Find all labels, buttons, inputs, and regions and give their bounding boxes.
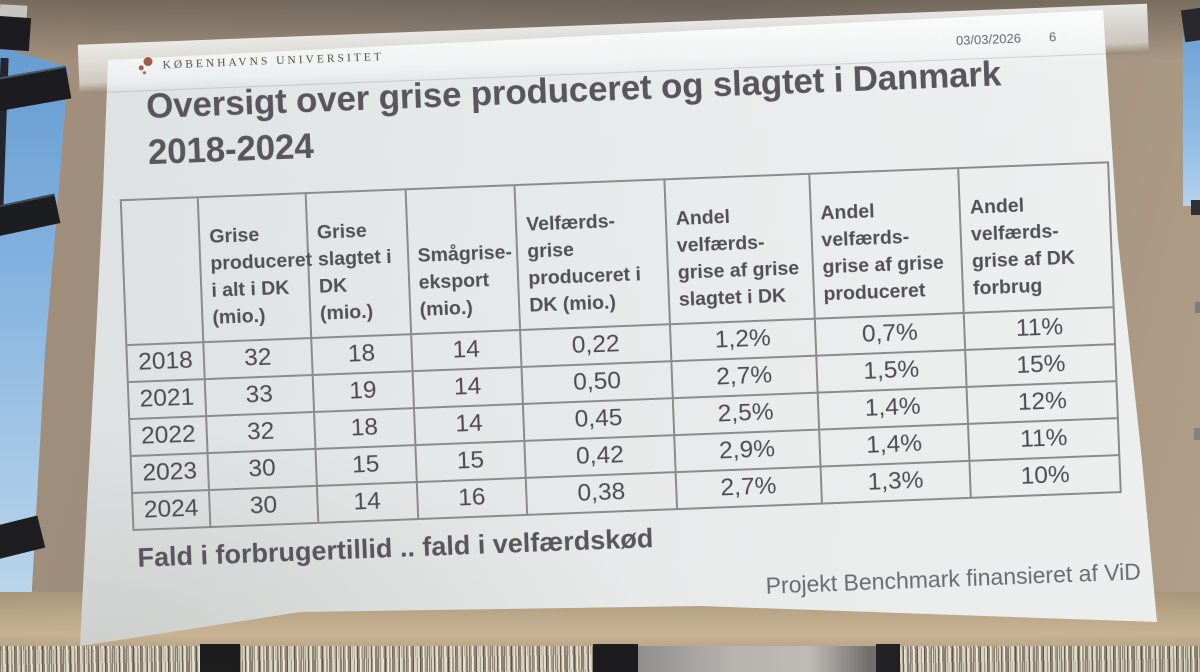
table-cell: 0,50 — [521, 361, 673, 404]
dark-post — [200, 644, 240, 672]
table-cell: 16 — [416, 477, 528, 520]
table-cell-year: 2024 — [132, 490, 211, 530]
table-cell: 2,5% — [672, 392, 819, 436]
table-cell: 19 — [312, 371, 414, 412]
table-cell-year: 2021 — [127, 379, 207, 420]
table-cell-year: 2018 — [126, 342, 205, 383]
table-cell: 32 — [203, 338, 313, 380]
window-mullion-lower — [0, 515, 46, 560]
table-cell: 33 — [204, 375, 314, 417]
table-header-cell: Velfærds- grise produceret i DK (mio.) — [514, 179, 670, 330]
window-frame-top-right — [1180, 7, 1200, 43]
table-cell: 15 — [414, 440, 526, 483]
slide: 03/03/2026 6 KØBENHAVNS UNIVERSITET Over… — [77, 3, 1149, 627]
table-cell: 1,4% — [817, 386, 969, 430]
table-cell: 2,9% — [674, 429, 821, 473]
table-cell: 15 — [315, 445, 417, 486]
table-cell: 18 — [310, 334, 413, 376]
table-header-cell: Andel velfærds- grise af grise producere… — [808, 168, 964, 319]
window-sky-right — [1183, 36, 1200, 206]
table-header-cell: Grise slagtet i DK (mio.) — [305, 189, 411, 339]
table-cell: 0,45 — [523, 398, 675, 441]
table-cell: 1,3% — [820, 460, 972, 504]
table-cell-year: 2022 — [129, 416, 208, 457]
university-seal-icon — [138, 56, 154, 76]
gray-panel — [638, 646, 876, 672]
table-cell: 14 — [412, 366, 524, 409]
pig-production-table: Grise produceret i alt i DK (mio.) Grise … — [120, 161, 1122, 531]
table-cell: 30 — [207, 448, 317, 491]
table-cell: 0,42 — [524, 435, 676, 478]
table-cell: 10% — [969, 455, 1121, 498]
table-cell: 0,22 — [520, 324, 672, 367]
statement-text: Fald i forbrugertillid .. fald i velfærd… — [136, 523, 654, 573]
table-cell: 0,7% — [814, 312, 966, 356]
table-cell: 1,4% — [818, 423, 970, 467]
table-cell: 2,7% — [675, 466, 822, 510]
table-cell: 1,2% — [669, 318, 816, 362]
table-header-cell: Andel velfærds- grise af DK forbrug — [958, 162, 1114, 313]
table-header-cell: Andel velfærds- grise af grise slagtet i… — [664, 173, 815, 325]
table-cell: 1,5% — [815, 349, 967, 393]
table-header-cell: Grise produceret i alt i DK (mio.) — [197, 193, 313, 343]
table-cell: 2,7% — [671, 355, 818, 399]
table-cell-year: 2023 — [130, 453, 210, 494]
dark-post — [876, 644, 900, 672]
slide-date: 03/03/2026 — [955, 30, 1022, 49]
dark-post — [593, 644, 638, 672]
window-frame-notch-right — [1191, 200, 1200, 215]
table-cell: 12% — [966, 381, 1118, 424]
table-header-cell — [120, 197, 204, 346]
table-cell: 18 — [313, 408, 415, 449]
table-body: 2018 32 18 14 0,22 1,2% 0,7% 11% 2021 33 19 14 0,50 2… — [126, 307, 1121, 530]
table-cell: 14 — [316, 482, 418, 523]
table-cell: 32 — [206, 411, 316, 454]
window-hardware-right — [1194, 428, 1200, 440]
table-cell: 14 — [413, 403, 525, 446]
table-header-cell: Smågrise- eksport (mio.) — [405, 185, 521, 335]
table-cell: 0,38 — [525, 472, 677, 515]
table-cell: 30 — [209, 485, 319, 528]
table-cell: 14 — [410, 329, 522, 372]
table-cell: 11% — [963, 307, 1116, 350]
table-cell: 11% — [968, 418, 1120, 461]
window-hardware-right — [1195, 302, 1200, 313]
slide-number: 6 — [1048, 29, 1057, 45]
table-cell: 15% — [965, 344, 1117, 387]
window-frame-top-left — [0, 15, 32, 52]
